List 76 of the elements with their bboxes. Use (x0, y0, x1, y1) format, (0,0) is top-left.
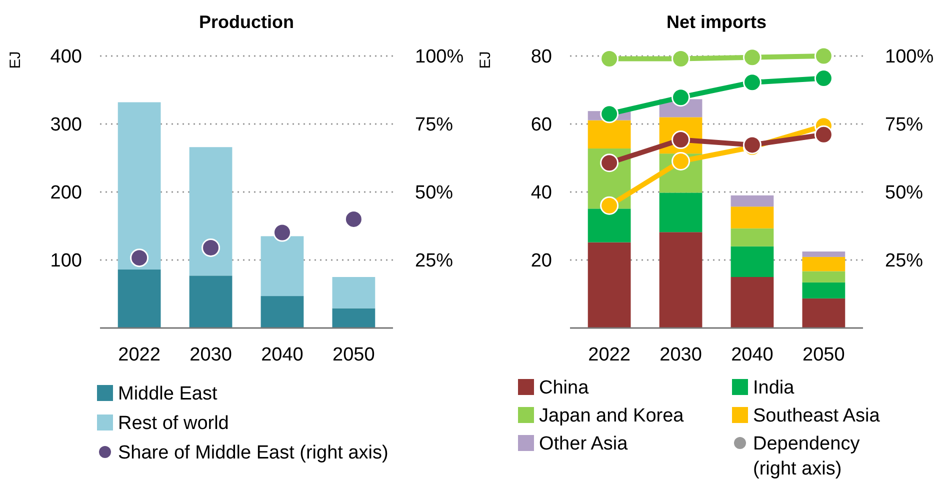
point (272, 223, 292, 242)
bar (802, 271, 846, 282)
bar (802, 256, 846, 272)
bar (332, 277, 376, 308)
point (130, 248, 149, 268)
y-axis-title: EJ (477, 51, 494, 69)
point (600, 49, 619, 68)
bar (659, 192, 702, 232)
bar (730, 246, 774, 277)
bar (730, 228, 774, 246)
text: Dependency (right axis) (753, 434, 860, 480)
x-tick-label: 2040 (261, 344, 304, 366)
y-tick-label: 100 (50, 250, 82, 272)
y2-tick-label: 75% (415, 114, 454, 136)
y2-tick-label: 25% (415, 250, 454, 272)
y-axis-title: EJ (7, 51, 24, 69)
legend-label: Rest of world (118, 413, 229, 434)
point (600, 154, 619, 172)
point (814, 125, 833, 144)
bar (332, 308, 376, 328)
bar (588, 242, 631, 328)
x-tick-label: 2050 (802, 344, 845, 366)
bar (118, 102, 161, 270)
y-tick-label: 20 (530, 250, 552, 272)
bar (659, 232, 702, 328)
legend-label: China (539, 378, 590, 399)
point (672, 152, 690, 171)
legend-label: Japan and Korea (539, 406, 684, 427)
bar (802, 298, 846, 328)
x-tick-label: 2030 (660, 344, 702, 366)
y2-tick-label: 100% (415, 46, 464, 68)
bar (802, 282, 846, 298)
y-tick-label: 60 (530, 114, 552, 136)
bar (588, 208, 631, 242)
bar (730, 195, 774, 207)
bar (260, 296, 304, 328)
chart-title: Production (199, 12, 294, 32)
y2-tick-label: 50% (415, 182, 454, 204)
y-tick-label: 200 (50, 182, 82, 204)
point (672, 88, 690, 107)
bar (588, 120, 631, 148)
point (742, 73, 762, 92)
point (742, 48, 762, 67)
bar (189, 147, 232, 276)
legend-label: Southeast Asia (753, 406, 880, 427)
y-tick-label: 300 (50, 114, 82, 136)
y-tick-label: 40 (530, 182, 552, 204)
point (202, 238, 220, 258)
bar (802, 252, 846, 257)
x-tick-label: 2040 (731, 344, 774, 366)
point (814, 46, 833, 66)
point (814, 69, 833, 88)
point (344, 210, 363, 228)
y-tick-label: 400 (50, 46, 82, 68)
bar (730, 277, 774, 328)
y2-tick-label: 25% (885, 250, 924, 272)
point (672, 49, 690, 68)
legend-label: Share of Middle East (right axis) (118, 442, 388, 464)
bar (260, 236, 304, 296)
point (600, 196, 619, 215)
bar (118, 270, 161, 328)
y2-tick-label: 50% (885, 182, 924, 204)
chart-title: Net imports (666, 12, 767, 32)
y2-tick-label: 75% (885, 114, 924, 136)
x-tick-label: 2022 (588, 344, 630, 366)
legend-label: India (753, 378, 795, 399)
bar (189, 276, 232, 328)
x-tick-label: 2022 (118, 344, 160, 366)
point (600, 104, 619, 124)
bar (730, 206, 774, 228)
legend-label: Other Asia (539, 434, 628, 455)
x-tick-label: 2050 (332, 344, 375, 366)
y-tick-label: 80 (530, 46, 552, 68)
x-tick-label: 2030 (190, 344, 232, 366)
y2-tick-label: 100% (885, 46, 934, 68)
legend-label: Middle East (118, 384, 218, 405)
